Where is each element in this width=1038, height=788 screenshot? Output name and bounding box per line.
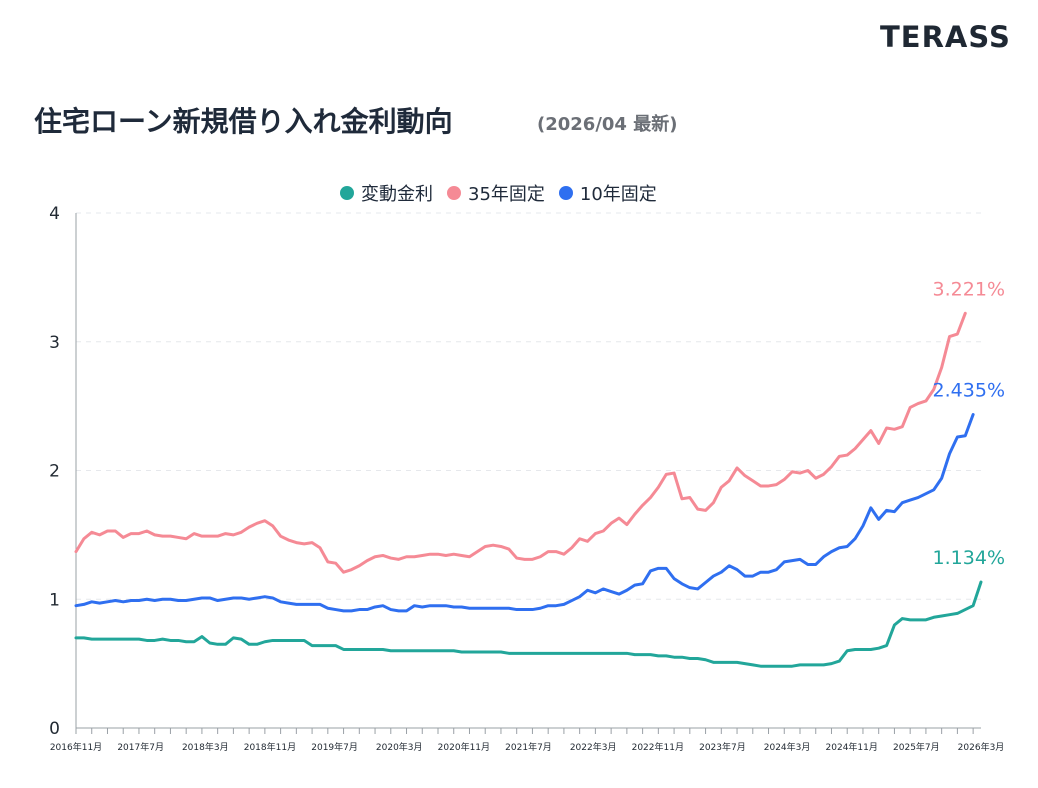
x-tick-label: 2024年3月 [764, 741, 811, 753]
legend-dot-variable-icon [340, 186, 354, 200]
x-tick-label: 2020年11月 [438, 741, 490, 753]
x-tick-label: 2018年11月 [244, 741, 296, 753]
end-value-label-fixed35: 3.221% [933, 278, 1005, 300]
legend-label-variable: 変動金利 [361, 184, 433, 205]
legend-dot-fixed10-icon [558, 186, 573, 200]
grid-layer [76, 212, 981, 600]
y-tick-label: 4 [49, 204, 60, 224]
legend-item-fixed10[interactable]: 10年固定 [558, 180, 657, 206]
x-tick-label: 2020年3月 [376, 741, 423, 753]
label-layer: 1.134% 3.221% 2.435% [933, 278, 1005, 569]
x-tick-label: 2026年3月 [958, 741, 1005, 753]
legend-label-fixed35: 35年固定 [468, 184, 545, 205]
y-tick-label: 2 [49, 462, 60, 482]
end-value-label-fixed10: 2.435% [933, 379, 1005, 401]
legend-label-fixed10: 10年固定 [579, 184, 657, 205]
x-tick-label: 2016年11月 [50, 741, 102, 753]
y-tick-label: 3 [49, 333, 60, 353]
x-tick-label: 2019年7月 [311, 741, 358, 753]
legend-dot-fixed35-icon [447, 186, 461, 200]
x-tick-label: 2018年3月 [182, 741, 229, 753]
page-subtitle: (2026/04 最新) [537, 114, 678, 135]
chart-legend: 変動金利 35年固定 10年固定 [340, 180, 671, 206]
series-line-fixed10 [74, 412, 975, 613]
legend-item-fixed35[interactable]: 35年固定 [447, 180, 545, 206]
x-tick-label: 2024年11月 [826, 741, 878, 753]
series-layer [74, 311, 983, 668]
page-title: 住宅ローン新規借り入れ金利動向 [34, 105, 453, 138]
y-tick-label: 0 [49, 719, 60, 739]
x-tick-label: 2021年7月 [505, 741, 552, 753]
x-tick-label: 2017年7月 [117, 741, 164, 753]
series-line-variable [74, 580, 983, 668]
legend-item-variable[interactable]: 変動金利 [340, 180, 433, 206]
x-tick-label: 2023年7月 [699, 741, 746, 753]
series-line-fixed35 [74, 311, 967, 574]
end-value-label-variable: 1.134% [933, 547, 1005, 569]
x-tick-label: 2025年7月 [893, 741, 940, 753]
y-tick-label: 1 [49, 590, 60, 610]
x-tick-label: 2022年3月 [570, 741, 617, 753]
axis-layer: 0 1 2 3 4 2016年11月 2017年7月 2018年3月 2018年11月 2019年… [49, 204, 1004, 753]
brand-logo: TERASS [880, 20, 1011, 54]
x-tick-label: 2022年11月 [632, 741, 684, 753]
